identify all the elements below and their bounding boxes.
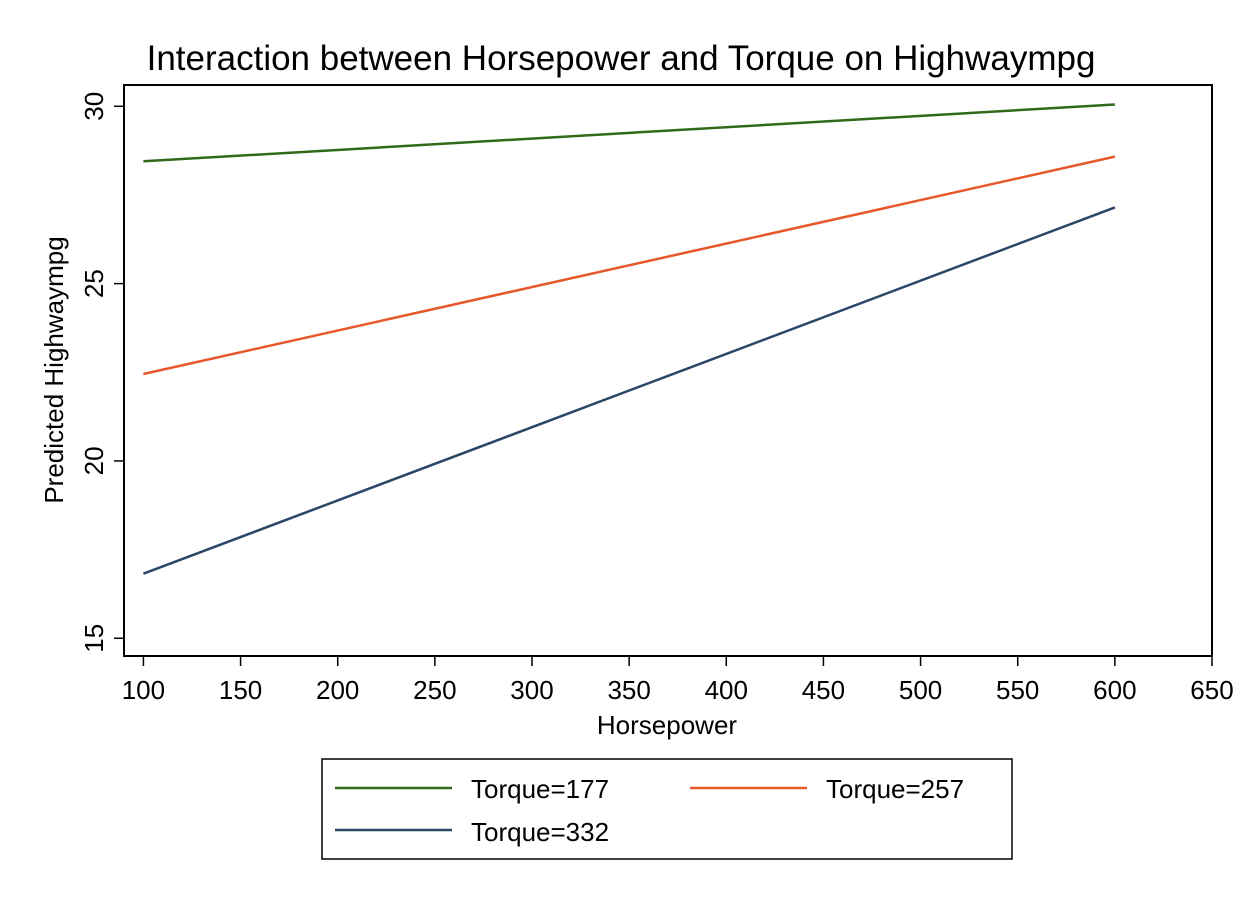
y-tick-label: 25 (79, 269, 109, 298)
legend: Torque=177 Torque=257 Torque=332 (321, 758, 1013, 860)
legend-label: Torque=177 (471, 774, 609, 804)
x-tick-label: 400 (705, 675, 748, 705)
legend-item: Torque=257 (690, 774, 964, 804)
legend-item: Torque=177 (335, 774, 609, 804)
y-tick-label: 15 (79, 624, 109, 653)
y-tick-label: 30 (79, 92, 109, 121)
x-axis-label: Horsepower (597, 710, 738, 740)
y-axis-label: Predicted Highwaympg (39, 236, 69, 503)
x-tick-label: 150 (219, 675, 262, 705)
x-tick-label: 650 (1190, 675, 1233, 705)
x-tick-label: 200 (316, 675, 359, 705)
legend-label: Torque=332 (471, 817, 609, 847)
x-tick-label: 550 (996, 675, 1039, 705)
x-tick-label: 350 (607, 675, 650, 705)
series-lines (142, 103, 1116, 575)
series-line (143, 103, 1115, 163)
x-tick-label: 250 (413, 675, 456, 705)
x-axis: 100 150 200 250 300 350 400 450 500 550 600 650 (122, 656, 1234, 705)
legend-label: Torque=257 (826, 774, 964, 804)
series-line (142, 206, 1116, 575)
y-tick-label: 20 (79, 446, 109, 475)
legend-item: Torque=332 (335, 817, 609, 847)
plot-frame (123, 84, 1213, 657)
y-axis: 15 20 25 30 (79, 92, 124, 653)
chart-title: Interaction between Horsepower and Torqu… (147, 39, 1096, 78)
x-tick-label: 100 (122, 675, 165, 705)
x-tick-label: 300 (510, 675, 553, 705)
series-line (143, 155, 1116, 376)
x-tick-label: 600 (1093, 675, 1136, 705)
legend-box (321, 758, 1013, 860)
x-tick-label: 450 (802, 675, 845, 705)
x-tick-label: 500 (899, 675, 942, 705)
